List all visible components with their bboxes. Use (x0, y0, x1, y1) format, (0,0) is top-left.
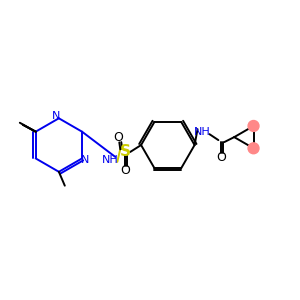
Text: N: N (52, 111, 60, 121)
Text: O: O (113, 130, 123, 144)
Text: NH: NH (102, 155, 119, 165)
Text: S: S (120, 145, 131, 160)
Circle shape (248, 143, 259, 154)
Circle shape (248, 121, 259, 131)
Text: O: O (120, 164, 130, 177)
Text: O: O (216, 152, 226, 164)
Text: NH: NH (194, 127, 211, 137)
Text: N: N (81, 155, 89, 165)
